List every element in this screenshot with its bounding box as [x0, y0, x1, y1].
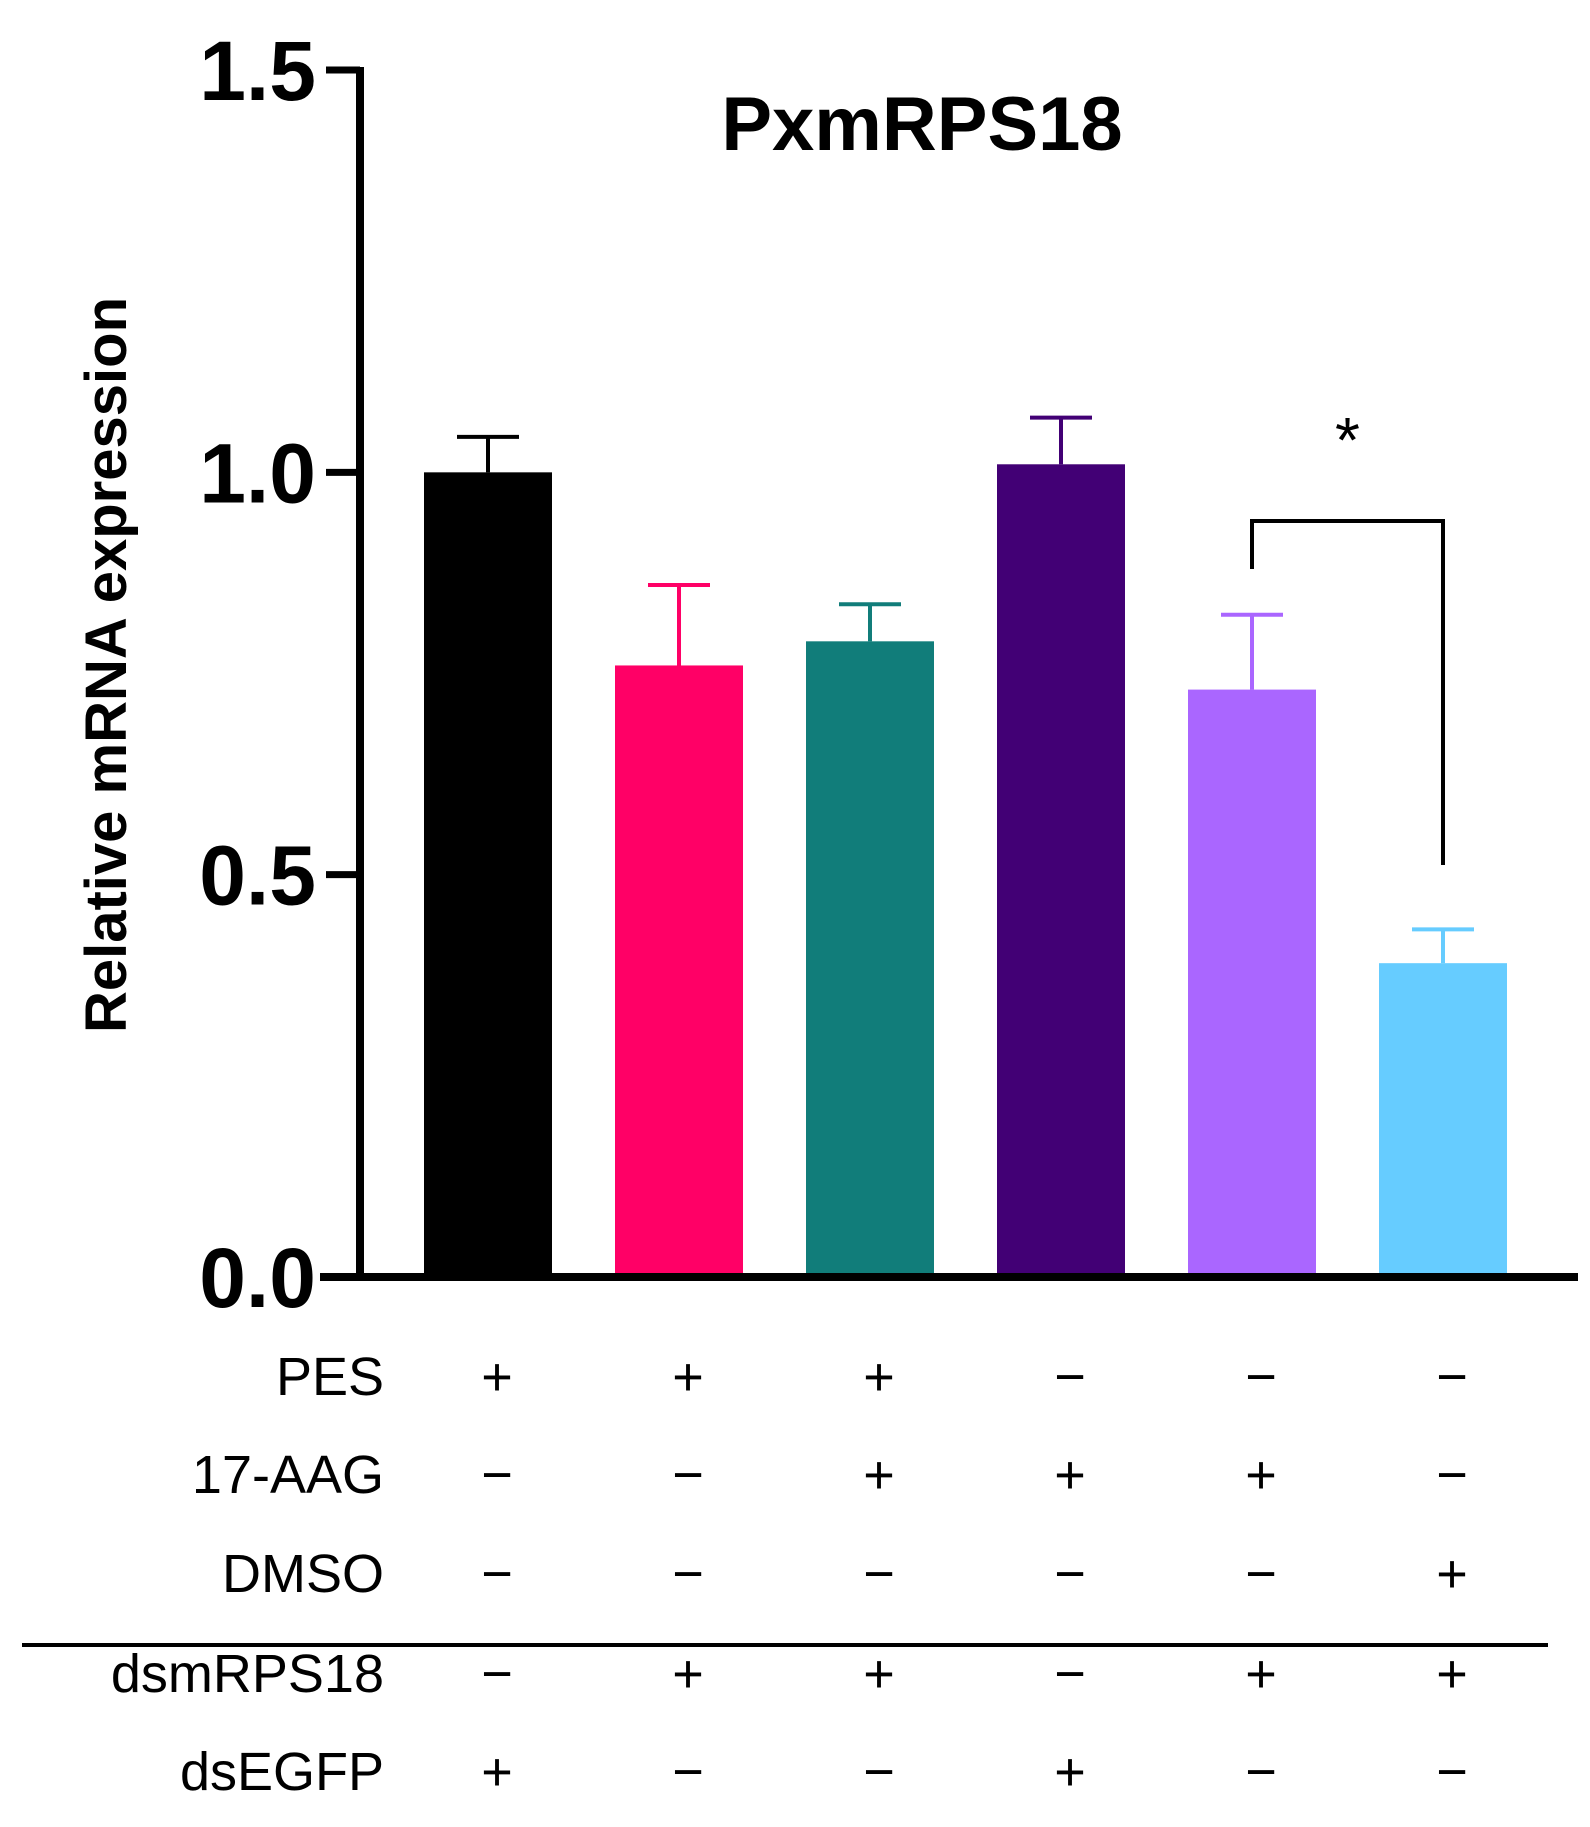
treatment-sign: + [1436, 1644, 1468, 1704]
row-label-dsegfp: dsEGFP [180, 1742, 384, 1802]
error-bars [457, 415, 1474, 964]
treatment-sign: − [481, 1544, 513, 1604]
treatment-sign: + [672, 1347, 704, 1407]
treatment-sign: − [1436, 1742, 1468, 1802]
row-label-pes: PES [276, 1347, 384, 1407]
row-label-17-aag: 17-AAG [192, 1445, 384, 1505]
significance-annotations: * [1250, 404, 1445, 865]
row-label-dsmrps18: dsmRPS18 [111, 1644, 384, 1704]
y-tick-label-2: 1.0 [199, 426, 316, 520]
treatment-sign: − [1436, 1445, 1468, 1505]
treatment-sign: − [672, 1544, 704, 1604]
chart-title: PxmRPS18 [721, 82, 1122, 167]
bar-1 [424, 472, 552, 1277]
axes [320, 67, 1578, 1281]
bars [424, 464, 1507, 1278]
treatment-sign: + [863, 1644, 895, 1704]
treatment-sign: + [481, 1347, 513, 1407]
bar-5 [1188, 689, 1316, 1277]
treatment-sign: − [1054, 1644, 1086, 1704]
treatment-sign: + [1436, 1544, 1468, 1604]
treatment-sign: − [1245, 1347, 1277, 1407]
treatment-sign: − [1245, 1742, 1277, 1802]
treatment-sign: − [481, 1445, 513, 1505]
treatment-sign: − [863, 1544, 895, 1604]
treatment-sign: + [672, 1644, 704, 1704]
bar-3 [806, 641, 934, 1277]
significance-label-0: * [1335, 404, 1360, 476]
y-tick-label-1: 0.5 [199, 829, 316, 923]
significance-bracket-0 [1250, 519, 1445, 865]
treatment-sign: + [1054, 1742, 1086, 1802]
treatment-table: PES + + + − − − 17-AAG − − + + + − DMSO − − − − − + dsmRPS18 −… [22, 1347, 1548, 1802]
row-label-dmso: DMSO [222, 1544, 384, 1604]
treatment-sign: + [481, 1742, 513, 1802]
y-tick-label-3: 1.5 [199, 24, 316, 118]
treatment-sign: − [1245, 1544, 1277, 1604]
treatment-sign: + [1245, 1644, 1277, 1704]
treatment-sign: + [863, 1445, 895, 1505]
treatment-sign: − [1436, 1347, 1468, 1407]
y-tick-label-0: 0.0 [199, 1231, 316, 1325]
treatment-sign: + [863, 1347, 895, 1407]
bar-2 [615, 665, 743, 1277]
treatment-sign: + [1054, 1445, 1086, 1505]
treatment-sign: − [1054, 1544, 1086, 1604]
y-axis-title: Relative mRNA expression [74, 297, 139, 1033]
y-axis-ticks: 0.0 0.5 1.0 1.5 [199, 24, 360, 1325]
bar-4 [997, 464, 1125, 1278]
treatment-sign: + [1245, 1445, 1277, 1505]
treatment-sign: − [1054, 1347, 1086, 1407]
treatment-sign: − [672, 1742, 704, 1802]
treatment-sign: − [863, 1742, 895, 1802]
bar-6 [1379, 963, 1507, 1277]
treatment-sign: − [481, 1644, 513, 1704]
treatment-sign: − [672, 1445, 704, 1505]
